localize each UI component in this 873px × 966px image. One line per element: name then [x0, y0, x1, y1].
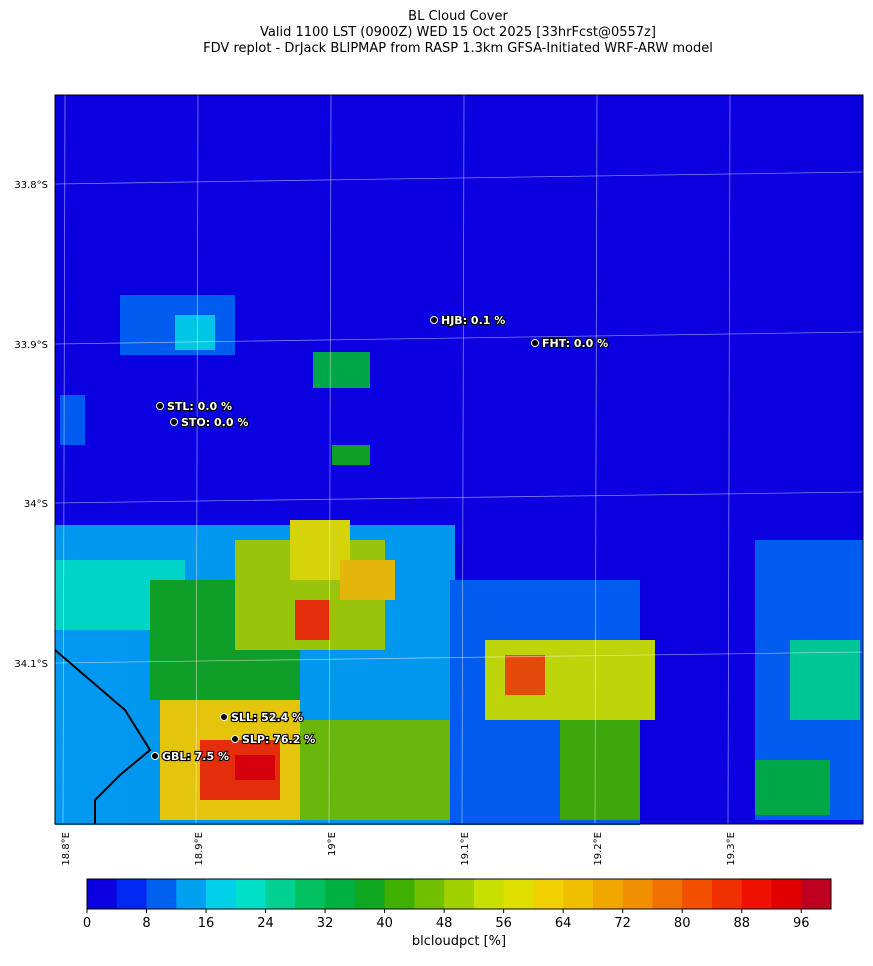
- colorbar-tick-label: 32: [317, 916, 334, 931]
- source: FDV replot - DrJack BLIPMAP from RASP 1.…: [203, 41, 713, 56]
- lon-label: 18.9°E: [194, 832, 205, 866]
- station-marker: [430, 316, 438, 324]
- colorbar-swatch: [801, 879, 832, 909]
- colorbar-tick-label: 88: [733, 916, 750, 931]
- colorbar-swatch: [771, 879, 802, 909]
- colorbar-swatch: [325, 879, 356, 909]
- station-label: HJB: 0.1 %: [441, 314, 505, 327]
- lat-label: 33.8°S: [14, 180, 48, 191]
- colorbar-tick-label: 40: [376, 916, 393, 931]
- station-marker: [531, 339, 539, 347]
- colorbar-swatch: [444, 879, 475, 909]
- colorbar-tick-label: 64: [555, 916, 572, 931]
- lon-label: 19.3°E: [726, 832, 737, 866]
- station-marker: [156, 402, 164, 410]
- station-label: SLP: 76.2 %: [242, 733, 315, 746]
- lon-label: 19°E: [327, 832, 338, 856]
- colorbar-tick-label: 16: [198, 916, 215, 931]
- colorbar-swatch: [682, 879, 713, 909]
- lon-label: 19.1°E: [460, 832, 471, 866]
- colorbar-swatch: [206, 879, 237, 909]
- coastline: [54, 649, 152, 824]
- station-label: GBL: 7.5 %: [162, 750, 229, 763]
- graticule: [54, 94, 864, 825]
- cloud-cells: [55, 295, 863, 825]
- colorbar-tick-label: 56: [495, 916, 512, 931]
- lon-label: 18.8°E: [61, 832, 72, 866]
- station-label: SLL: 52.4 %: [231, 711, 303, 724]
- colorbar-swatch: [295, 879, 326, 909]
- colorbar-tick-label: 96: [793, 916, 810, 931]
- station-marker: [220, 713, 228, 721]
- colorbar-swatch: [176, 879, 207, 909]
- colorbar-tick-label: 72: [614, 916, 631, 931]
- station-marker: [170, 418, 178, 426]
- colorbar-label: blcloudpct [%]: [412, 934, 506, 949]
- colorbar-swatch: [354, 879, 386, 909]
- station-label: FHT: 0.0 %: [542, 337, 608, 350]
- colorbar-swatch: [414, 879, 445, 909]
- colorbar-swatch: [592, 879, 624, 909]
- station-marker: [151, 752, 159, 760]
- station-label: STO: 0.0 %: [181, 416, 248, 429]
- colorbar-tick-label: 48: [436, 916, 453, 931]
- title: BL Cloud Cover: [408, 9, 508, 24]
- colorbar-swatch: [146, 879, 177, 909]
- lon-label: 19.2°E: [593, 832, 604, 866]
- colorbar-swatch: [652, 879, 683, 909]
- colorbar-swatch: [265, 879, 296, 909]
- map-frame: [54, 94, 864, 825]
- lat-label: 34°S: [24, 499, 48, 510]
- colorbar-swatch: [741, 879, 772, 909]
- colorbar-swatch: [622, 879, 653, 909]
- colorbar-swatch: [116, 879, 148, 909]
- colorbar-swatch: [235, 879, 267, 909]
- colorbar-swatch: [533, 879, 564, 909]
- colorbar-swatch: [473, 879, 505, 909]
- colorbar-tick-label: 80: [674, 916, 691, 931]
- lat-label: 33.9°S: [14, 340, 48, 351]
- station-marker: [231, 735, 239, 743]
- colorbar-swatch: [87, 879, 118, 909]
- map: [54, 94, 864, 825]
- colorbar-frame: [86, 878, 832, 910]
- subtitle: Valid 1100 LST (0900Z) WED 15 Oct 2025 […: [260, 25, 656, 40]
- colorbar-tick-label: 8: [142, 916, 150, 931]
- colorbar-swatch: [503, 879, 534, 909]
- colorbar-swatch: [384, 879, 415, 909]
- colorbar-tick-label: 24: [257, 916, 274, 931]
- colorbar-tick-label: 0: [83, 916, 91, 931]
- colorbar-swatch: [563, 879, 594, 909]
- station-label: STL: 0.0 %: [167, 400, 232, 413]
- colorbar-swatch: [711, 879, 743, 909]
- lat-label: 34.1°S: [14, 659, 48, 670]
